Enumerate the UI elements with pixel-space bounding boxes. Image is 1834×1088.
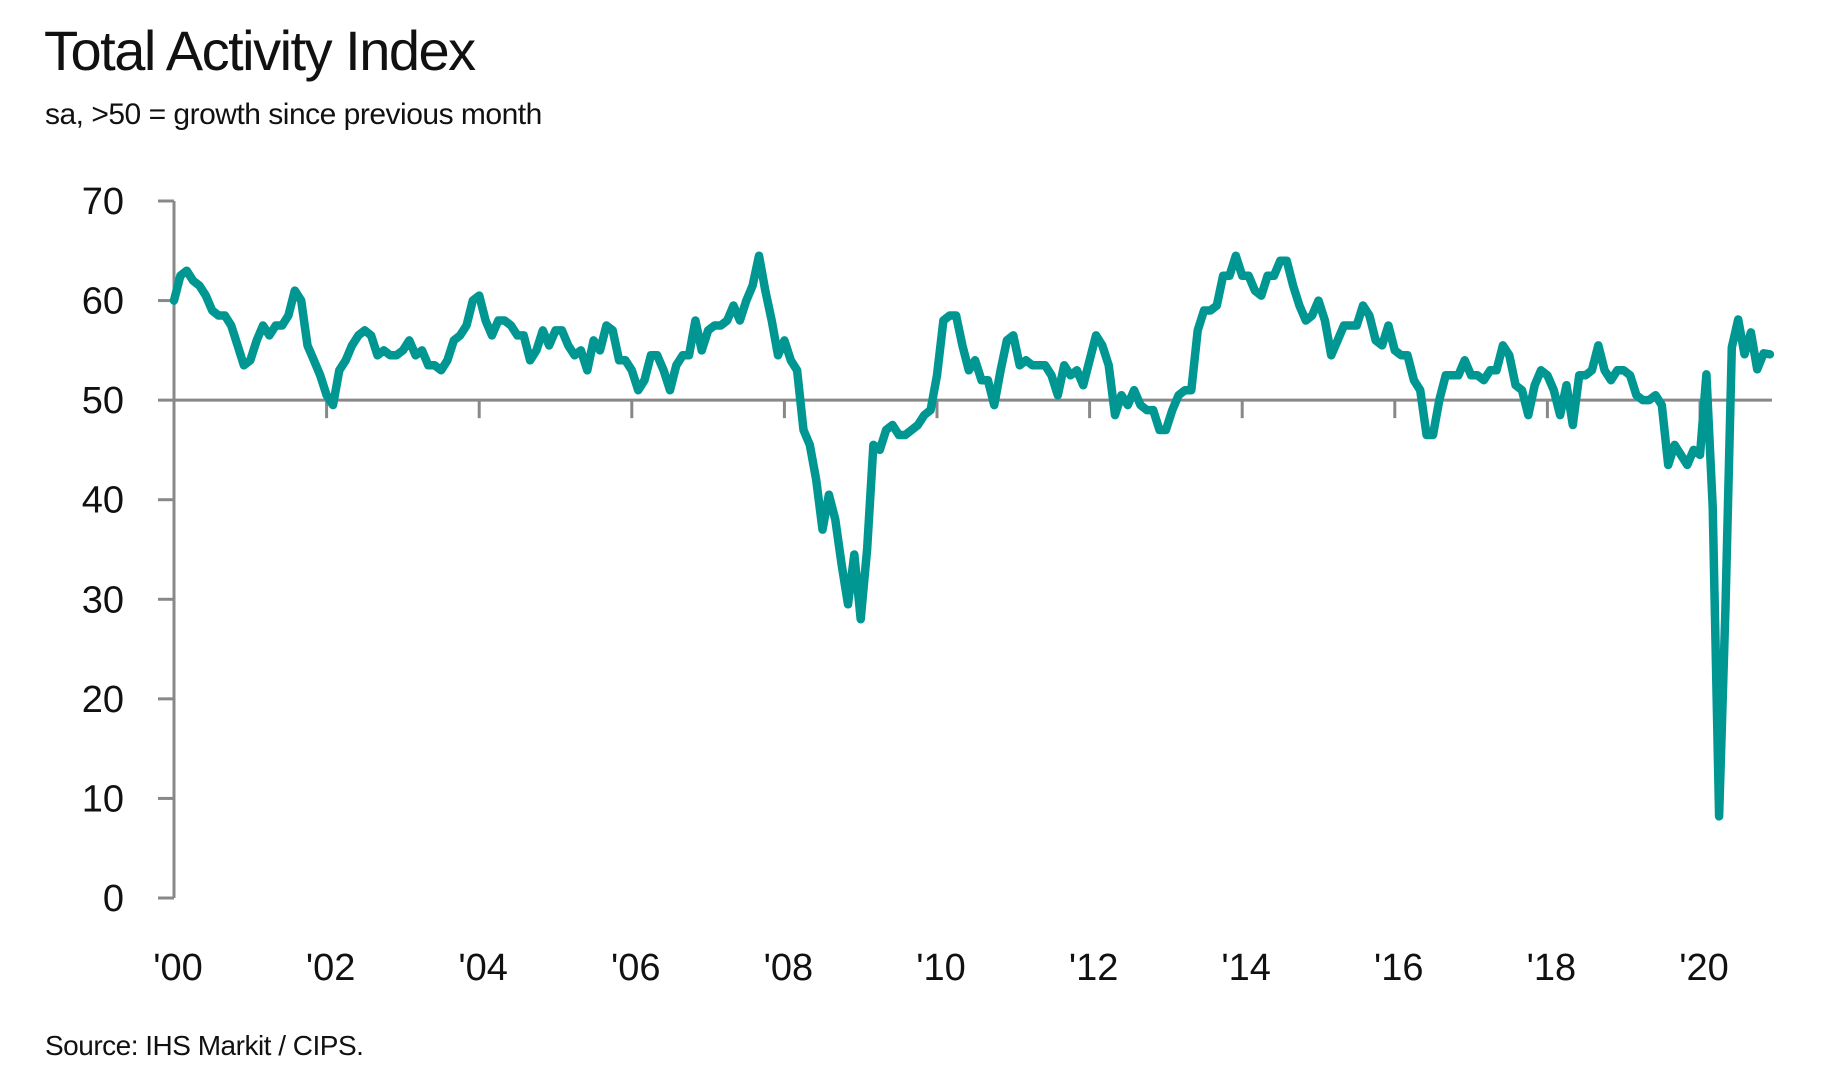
x-tick-label: '20 bbox=[1679, 947, 1729, 989]
chart-subtitle: sa, >50 = growth since previous month bbox=[45, 98, 542, 131]
chart-title: Total Activity Index bbox=[44, 19, 476, 82]
x-tick-label: '00 bbox=[153, 947, 203, 989]
y-tick-label: 50 bbox=[82, 380, 124, 422]
y-tick-label: 60 bbox=[82, 281, 124, 323]
x-tick-label: '08 bbox=[764, 947, 814, 989]
y-tick-label: 30 bbox=[82, 579, 124, 621]
x-tick-label: '12 bbox=[1069, 947, 1119, 989]
x-tick-label: '10 bbox=[916, 947, 966, 989]
x-tick-label: '16 bbox=[1374, 947, 1424, 989]
x-tick-labels: '00 '02 '04 '06 '08 '10 '12 '14 '16 '18 '20 bbox=[153, 947, 1729, 989]
y-tick-label: 20 bbox=[82, 679, 124, 721]
y-tick-label: 40 bbox=[82, 480, 124, 522]
y-tick-labels: 0 10 20 30 40 50 60 70 bbox=[82, 181, 124, 920]
x-tick-label: '14 bbox=[1221, 947, 1271, 989]
y-tick-label: 10 bbox=[82, 778, 124, 820]
y-tick-label: 70 bbox=[82, 181, 124, 223]
y-tick-label: 0 bbox=[103, 878, 124, 920]
x-tick-label: '06 bbox=[611, 947, 661, 989]
series-line-total-activity bbox=[169, 251, 1775, 821]
series-layer bbox=[169, 251, 1775, 821]
x-tick-label: '02 bbox=[306, 947, 356, 989]
x-tick-label: '18 bbox=[1527, 947, 1577, 989]
axes bbox=[158, 199, 1772, 900]
x-tick-label: '04 bbox=[458, 947, 508, 989]
source-note: Source: IHS Markit / CIPS. bbox=[45, 1030, 364, 1061]
